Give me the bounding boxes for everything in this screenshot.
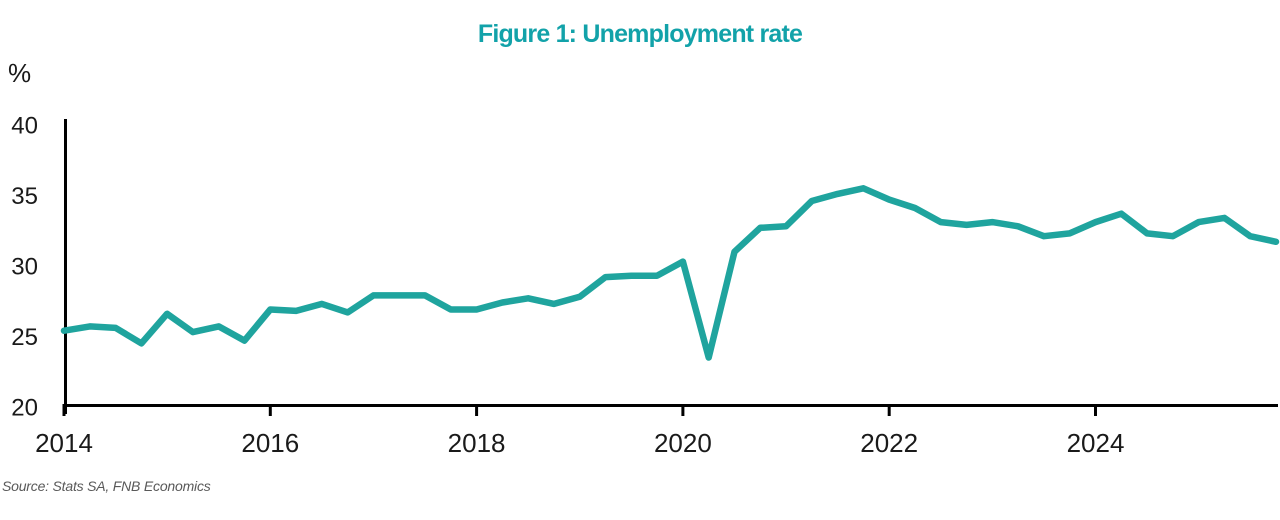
x-tick-label: 2018 xyxy=(448,428,506,458)
y-tick-label: 30 xyxy=(11,254,38,281)
y-axis-unit-label: % xyxy=(8,58,32,88)
y-tick-label: 35 xyxy=(11,183,38,210)
x-tick-label: 2020 xyxy=(654,428,712,458)
y-tick-label: 20 xyxy=(11,395,38,422)
y-tick-label: 25 xyxy=(11,324,38,351)
chart-title: Figure 1: Unemployment rate xyxy=(477,20,803,48)
x-tick-label: 2024 xyxy=(1067,428,1125,458)
y-tick-label: 40 xyxy=(11,113,38,140)
x-tick-label: 2016 xyxy=(241,428,299,458)
x-tick-label: 2014 xyxy=(35,428,93,458)
x-tick-label: 2022 xyxy=(860,428,918,458)
source-note: Source: Stats SA, FNB Economics xyxy=(2,478,211,494)
unemployment-rate-line xyxy=(60,185,1280,361)
